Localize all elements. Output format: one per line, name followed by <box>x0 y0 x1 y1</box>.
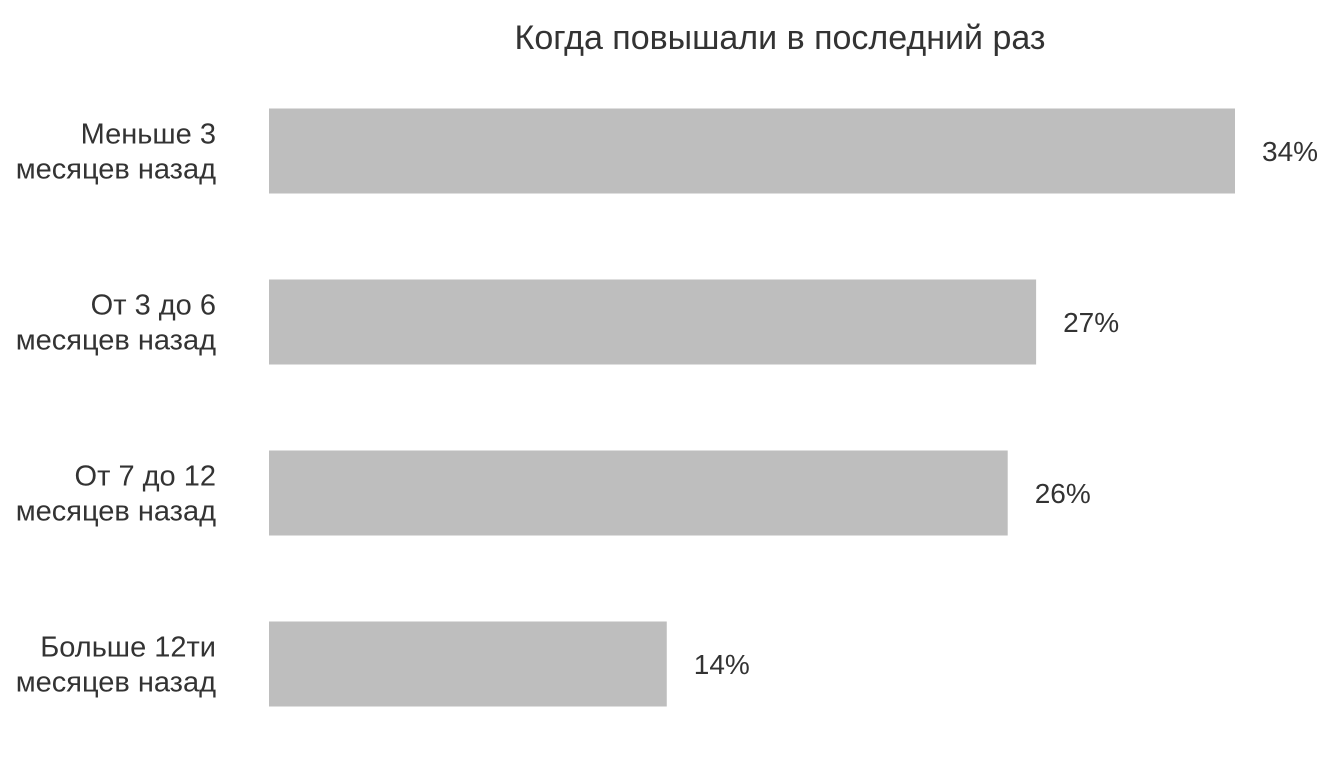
bar-2 <box>269 450 1008 536</box>
category-label-line: месяцев назад <box>16 667 216 699</box>
value-label-1: 27% <box>1063 307 1119 338</box>
category-label-1: От 3 до 6 месяцев назад <box>16 290 216 357</box>
value-label-2: 26% <box>1035 478 1091 509</box>
category-label-line: месяцев назад <box>16 496 216 528</box>
bar-0 <box>269 108 1235 194</box>
bar-1 <box>269 279 1037 365</box>
bar-3 <box>269 621 667 707</box>
category-label-2: От 7 до 12 месяцев назад <box>16 461 216 528</box>
category-label-line: месяцев назад <box>16 154 216 186</box>
category-label-line: Больше 12ти <box>40 632 216 664</box>
value-label-0: 34% <box>1262 136 1318 167</box>
value-label-3: 14% <box>694 649 750 680</box>
category-label-line: Меньше 3 <box>81 119 216 151</box>
chart-title: Когда повышали в последний раз <box>515 19 1046 57</box>
category-label-0: Меньше 3 месяцев назад <box>16 119 216 186</box>
category-label-line: От 3 до 6 <box>91 290 216 322</box>
category-label-line: месяцев назад <box>16 325 216 357</box>
category-label-3: Больше 12ти месяцев назад <box>16 632 216 699</box>
category-label-line: От 7 до 12 <box>75 461 216 493</box>
